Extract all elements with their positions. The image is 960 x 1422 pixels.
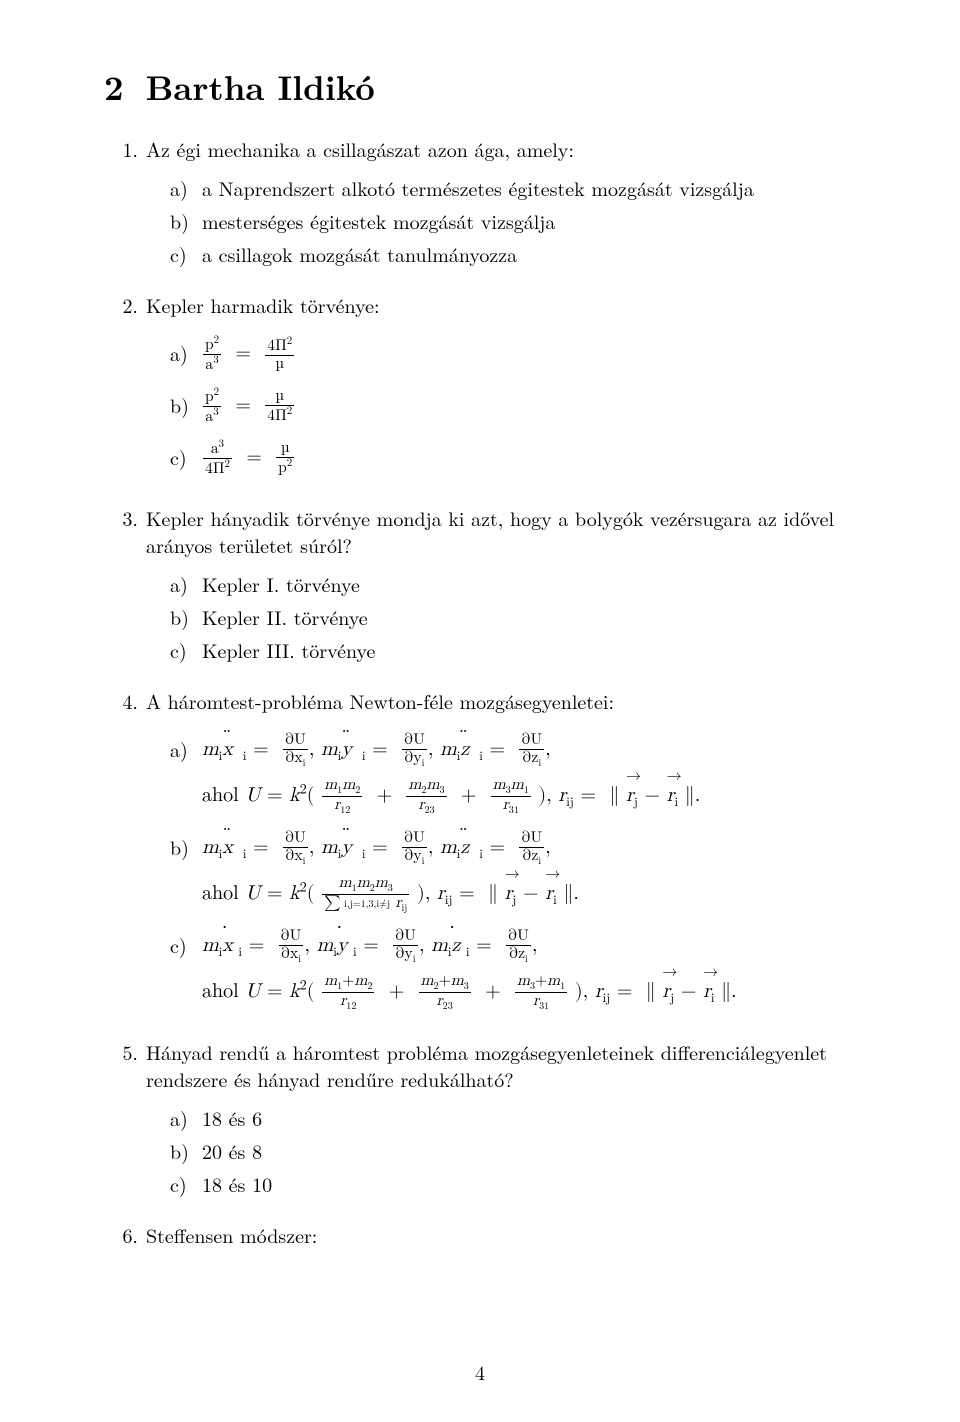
question-2: 2. Kepler harmadik törvénye: a) p2a3 = 4… <box>104 291 900 486</box>
question-5: 5. Hányad rendű a háromtest probléma moz… <box>104 1038 900 1203</box>
question-1: 1. Az égi mechanika a csillagászat azon … <box>104 135 900 273</box>
answer-text: a Naprendszert alkotó természetes égites… <box>202 174 754 201</box>
question-text: Az égi mechanika a csillagászat azon ága… <box>146 134 574 163</box>
question-text: Hányad rendű a háromtest probléma mozgás… <box>146 1037 827 1093</box>
answer-text: a csillagok mozgását tanulmányozza <box>202 240 517 267</box>
answer-label: b) <box>170 382 202 428</box>
item-number: 6. <box>104 1221 146 1248</box>
answer-label: a) <box>170 1104 202 1131</box>
answer-text: mesterséges égitestek mozgását vizsgálja <box>202 207 555 234</box>
answers-q1: a)a Naprendszert alkotó természetes égit… <box>170 174 900 267</box>
formula-4b: mix¨i = ∂U∂xi, miy¨i = ∂U∂yi, miz¨i = ∂U… <box>202 824 579 916</box>
answer-label: c) <box>170 240 202 267</box>
formula-2c: a34Π2 = µp2 <box>202 434 295 480</box>
answers-q5: a)18 és 6 b)20 és 8 c)18 és 10 <box>170 1104 900 1197</box>
answer-label: c) <box>170 636 202 663</box>
answer-text: 20 és 8 <box>202 1137 262 1164</box>
question-text: Kepler hányadik törvénye mondja ki azt, … <box>146 503 834 559</box>
question-text: Kepler harmadik törvénye: <box>146 290 380 319</box>
section-header: 2 Bartha Ildikó <box>104 62 900 111</box>
answer-label: b) <box>170 1137 202 1164</box>
formula-4a: mix¨i = ∂U∂xi, miy¨i = ∂U∂yi, miz¨i = ∂U… <box>202 726 700 818</box>
answer-label: c) <box>170 1170 202 1197</box>
answer-label: b) <box>170 207 202 234</box>
answer-text: Kepler II. törvénye <box>202 603 368 630</box>
formula-2a: p2a3 = 4Π2µ <box>202 330 295 376</box>
page-number: 4 <box>0 1357 960 1386</box>
section-number: 2 <box>104 62 124 111</box>
answers-q3: a)Kepler I. törvénye b)Kepler II. törvén… <box>170 570 900 663</box>
answer-text: 18 és 6 <box>202 1104 262 1131</box>
answer-label: a) <box>170 330 202 376</box>
item-number: 2. <box>104 291 146 318</box>
question-text: A háromtest-probléma Newton-féle mozgáse… <box>146 686 614 715</box>
answer-label: c) <box>170 434 202 480</box>
answer-label: a) <box>170 726 202 772</box>
question-6: 6. Steffensen módszer: <box>104 1221 900 1248</box>
document-page: 2 Bartha Ildikó 1. Az égi mechanika a cs… <box>0 0 960 1422</box>
answer-label: a) <box>170 174 202 201</box>
answer-label: b) <box>170 824 202 870</box>
answer-text: Kepler III. törvénye <box>202 636 375 663</box>
answer-text: Kepler I. törvénye <box>202 570 360 597</box>
formula-4c: mix˙i = ∂U∂xi, miy˙i = ∂U∂yi, miz˙i = ∂U… <box>202 922 737 1014</box>
question-4: 4. A háromtest-probléma Newton-féle mozg… <box>104 687 900 1020</box>
answer-text: 18 és 10 <box>202 1170 272 1197</box>
item-number: 5. <box>104 1038 146 1065</box>
answer-label: c) <box>170 922 202 968</box>
answers-q4: a) mix¨i = ∂U∂xi, miy¨i = ∂U∂yi, miz¨i =… <box>170 726 900 1014</box>
section-title: Bartha Ildikó <box>146 62 375 111</box>
item-number: 4. <box>104 687 146 714</box>
question-3: 3. Kepler hányadik törvénye mondja ki az… <box>104 504 900 669</box>
answers-q2: a) p2a3 = 4Π2µ b) p2a3 = µ4Π2 <box>170 330 900 480</box>
item-number: 1. <box>104 135 146 162</box>
formula-2b: p2a3 = µ4Π2 <box>202 382 295 428</box>
answer-label: b) <box>170 603 202 630</box>
question-list: 1. Az égi mechanika a csillagászat azon … <box>104 135 900 1248</box>
answer-label: a) <box>170 570 202 597</box>
item-number: 3. <box>104 504 146 531</box>
question-text: Steffensen módszer: <box>146 1220 317 1249</box>
